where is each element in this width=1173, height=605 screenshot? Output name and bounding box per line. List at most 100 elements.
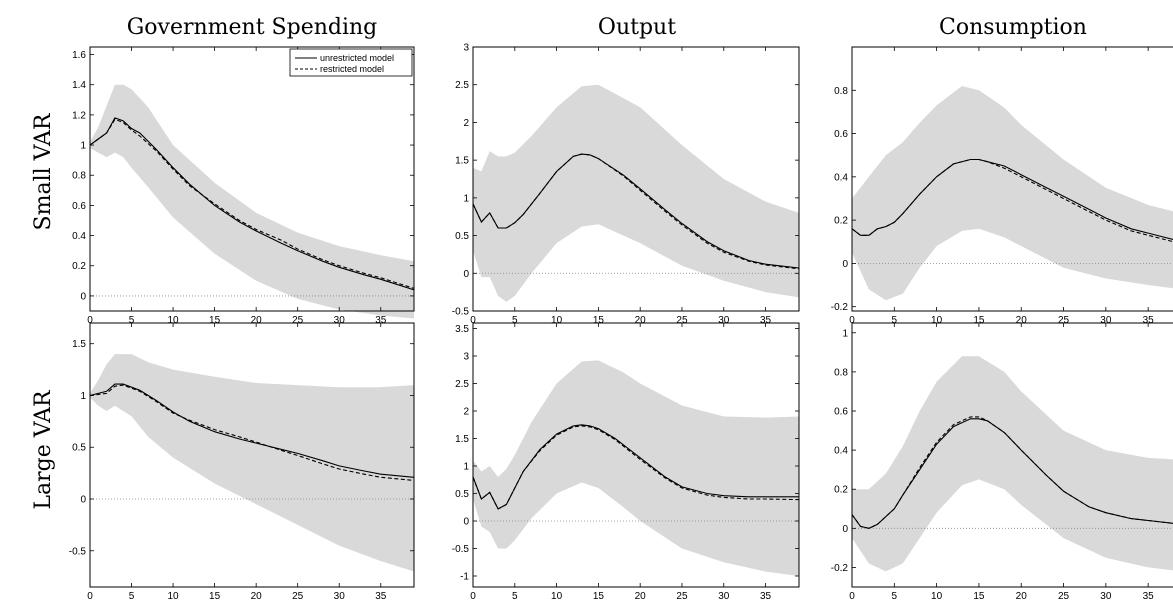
x-tick-label: 30: [334, 315, 346, 326]
series-line-restricted: [89, 384, 415, 481]
series-line-restricted: [851, 158, 1173, 243]
x-tick-label: 0: [849, 315, 855, 326]
x-tick-label: 5: [892, 591, 898, 602]
y-tick-label: 1: [80, 391, 86, 402]
y-tick-label: 1.5: [455, 434, 469, 445]
x-tick-label: 0: [849, 591, 855, 602]
axes-frame: [89, 322, 415, 588]
series-line-unrestricted: [89, 383, 415, 478]
y-tick-label: 0.2: [72, 261, 86, 272]
confidence-band: [852, 356, 1173, 572]
panel-4: 0 5 10 15 20 25 30 35 -1 -0.5 0 0.5 1 1.5 2 2.5 3 3.5: [452, 322, 800, 602]
x-tick-label: 0: [470, 315, 476, 326]
axes-frame: [851, 46, 1173, 312]
x-tick-label: 15: [593, 591, 605, 602]
x-tick-label: 35: [375, 591, 387, 602]
y-tick-label: 0: [842, 259, 848, 270]
y-tick-label: 0.4: [72, 231, 86, 242]
y-tick-label: 0: [842, 524, 848, 535]
y-tick-label: 0: [80, 495, 86, 506]
x-tick-label: 35: [375, 315, 387, 326]
legend-label: restricted model: [320, 64, 384, 74]
confidence-band: [473, 84, 799, 302]
y-tick-label: 0: [80, 291, 86, 302]
y-tick-label: 0.6: [834, 129, 848, 140]
y-tick-label: 1.2: [72, 110, 86, 121]
y-tick-label: 3: [463, 43, 469, 54]
axes-frame: [89, 46, 415, 312]
y-tick-label: 1.6: [72, 50, 86, 61]
y-tick-label: 0.8: [834, 367, 848, 378]
y-tick-label: 0.6: [72, 201, 86, 212]
y-tick-label: 0.5: [455, 489, 469, 500]
x-tick-label: 5: [129, 315, 135, 326]
column-title-output: Output: [598, 15, 676, 40]
panel-2: 0 5 10 15 20 25 30 35-0.200.20.40.60.8: [831, 46, 1173, 326]
x-tick-label: 35: [1143, 591, 1155, 602]
y-tick-label: 1.5: [72, 339, 86, 350]
y-tick-label: -0.5: [69, 546, 87, 557]
x-tick-label: 10: [931, 591, 943, 602]
x-tick-label: 5: [512, 591, 518, 602]
y-tick-label: 2: [463, 407, 469, 418]
x-tick-label: 25: [292, 315, 304, 326]
legend-box: [289, 48, 413, 77]
panel-3: 0 5 10 15 20 25 30 35 -0.5 0 0.5 1 1.5: [69, 322, 415, 602]
x-tick-label: 10: [551, 591, 563, 602]
x-tick-label: 10: [551, 315, 563, 326]
y-tick-label: 1: [80, 141, 86, 152]
y-tick-label: 1.4: [72, 80, 86, 91]
axes-frame: [851, 322, 1173, 588]
y-tick-label: 0: [463, 269, 469, 280]
y-tick-label: 0.4: [834, 446, 848, 457]
x-tick-label: 0: [87, 591, 93, 602]
x-tick-label: 0: [470, 591, 476, 602]
x-tick-label: 5: [129, 591, 135, 602]
y-tick-label: 2.5: [455, 379, 469, 390]
x-tick-label: 10: [168, 315, 180, 326]
y-tick-label: 0.2: [834, 485, 848, 496]
x-tick-label: 5: [892, 315, 898, 326]
x-tick-label: 20: [1016, 591, 1028, 602]
x-tick-label: 25: [676, 591, 688, 602]
y-tick-label: 1: [842, 328, 848, 339]
y-tick-label: -0.5: [452, 544, 470, 555]
y-tick-label: -0.2: [831, 302, 849, 313]
y-tick-label: 0.5: [455, 231, 469, 242]
x-tick-label: 0: [87, 315, 93, 326]
y-tick-label: 0.8: [834, 86, 848, 97]
column-title-consumption: Consumption: [939, 15, 1087, 40]
y-tick-label: -1: [460, 572, 469, 583]
confidence-band: [90, 354, 414, 572]
y-tick-label: 1: [463, 462, 469, 473]
x-tick-label: 20: [635, 315, 647, 326]
x-tick-label: 15: [209, 591, 221, 602]
y-tick-label: 0.2: [834, 216, 848, 227]
x-tick-label: 25: [676, 315, 688, 326]
y-tick-label: 0.5: [72, 443, 86, 454]
x-tick-label: 15: [209, 315, 221, 326]
x-tick-label: 25: [1058, 591, 1070, 602]
series-line-restricted: [89, 118, 415, 289]
x-tick-label: 15: [593, 315, 605, 326]
panel-5: 0 5 10 15 20 25 30 35 -0.2 0 0.2 0.4 0.6 0.8 1: [831, 322, 1173, 602]
x-tick-label: 30: [334, 591, 346, 602]
x-tick-label: 15: [973, 591, 985, 602]
x-tick-label: 35: [760, 591, 772, 602]
y-tick-label: -0.5: [452, 307, 470, 318]
confidence-band: [473, 360, 799, 576]
series-line-restricted: [472, 153, 800, 270]
axes-frame: [472, 322, 800, 588]
y-tick-label: -0.2: [831, 563, 849, 574]
x-tick-label: 10: [168, 591, 180, 602]
panel-0: 0 5 10 15 20 25 30 35 0 0.2 0.4 0.6 0.8 1 1.2 1.4 1.6 unr…: [72, 46, 415, 326]
x-tick-label: 35: [760, 315, 772, 326]
column-title-government-spending: Government Spending: [127, 15, 378, 40]
x-tick-label: 30: [1100, 591, 1112, 602]
confidence-band: [90, 84, 414, 319]
row-title-small-var: Small VAR: [31, 112, 56, 230]
axes-frame: [472, 46, 800, 312]
